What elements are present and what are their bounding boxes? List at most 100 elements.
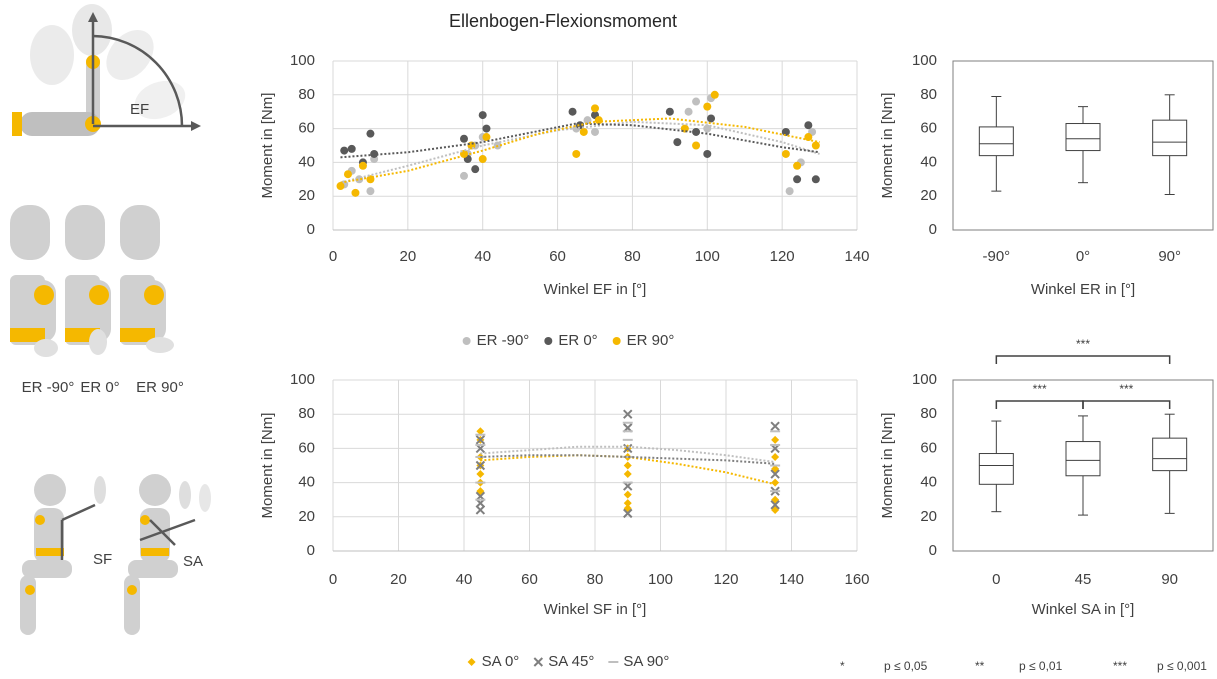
- point: [804, 133, 813, 142]
- point: [591, 104, 599, 113]
- point: [579, 127, 588, 136]
- point: [710, 90, 719, 99]
- x-tick-label: 40: [474, 248, 491, 265]
- x-tick-label: 0: [329, 571, 337, 588]
- illustration-er: ER -90° ER 0° ER 90°: [10, 205, 184, 396]
- box: [1065, 123, 1101, 152]
- point: [771, 435, 780, 444]
- sa-label: SA: [183, 553, 203, 570]
- point: [572, 149, 581, 158]
- y-tick-label: 60: [920, 120, 937, 137]
- y-tick-label: 40: [920, 474, 937, 491]
- point: [703, 124, 712, 133]
- point: [591, 127, 599, 136]
- y-tick-label: 0: [307, 542, 315, 559]
- point: [471, 165, 480, 174]
- point: [351, 188, 360, 197]
- x-tick-label: 90°: [1158, 248, 1181, 265]
- legend-label: SA 45°: [548, 653, 594, 670]
- x-tick-label: 80: [587, 571, 604, 588]
- legend-label: ER 0°: [558, 332, 597, 349]
- point: [475, 460, 486, 471]
- x-tick-label: 20: [400, 248, 417, 265]
- point: [692, 141, 701, 150]
- y-tick-label: 80: [920, 86, 937, 103]
- er-label: ER 0°: [80, 379, 119, 396]
- x-axis-title: Winkel EF in [°]: [544, 281, 647, 298]
- y-tick-label: 100: [912, 371, 937, 388]
- trend-line: [340, 122, 820, 159]
- x-tick-label: 0: [329, 248, 337, 265]
- significance-bracket: [1082, 400, 1171, 409]
- y-tick-label: 20: [298, 508, 315, 525]
- point: [793, 175, 802, 184]
- ef-label: EF: [130, 101, 149, 118]
- x-tick-label: 20: [390, 571, 407, 588]
- point: [594, 116, 603, 125]
- box: [978, 453, 1014, 485]
- significance-text: p ≤ 0,05: [884, 659, 928, 673]
- x-tick-label: 60: [549, 248, 566, 265]
- point: [366, 187, 375, 196]
- x-axis-title: Winkel SF in [°]: [544, 601, 647, 618]
- y-tick-label: 20: [920, 508, 937, 525]
- trend-line: [480, 454, 776, 486]
- point: [340, 146, 349, 155]
- significance-label: ***: [1119, 382, 1133, 396]
- plot-frame: [952, 60, 1214, 231]
- point: [692, 127, 701, 136]
- y-tick-label: 0: [929, 221, 937, 238]
- point: [482, 124, 491, 133]
- chart-title: Ellenbogen-Flexionsmoment: [449, 11, 677, 31]
- point: [770, 469, 780, 479]
- significance-bracket: [995, 400, 1084, 409]
- legend-label: SA 0°: [482, 653, 520, 670]
- point: [811, 175, 820, 184]
- point: [623, 490, 632, 499]
- box: [978, 126, 1014, 157]
- x-axis-title: Winkel ER in [°]: [1031, 281, 1135, 298]
- y-axis-title: Moment in [Nm]: [879, 93, 896, 199]
- legend-label: ER -90°: [477, 332, 530, 349]
- point: [623, 461, 632, 470]
- y-tick-label: 40: [298, 153, 315, 170]
- point: [476, 427, 485, 436]
- x-tick-label: 120: [770, 248, 795, 265]
- point: [475, 505, 486, 515]
- point: [478, 155, 487, 164]
- point: [347, 144, 356, 153]
- point: [770, 500, 780, 510]
- legend-label: SA 90°: [623, 653, 669, 670]
- x-axis-title: Winkel SA in [°]: [1032, 601, 1135, 618]
- x-tick-label: 90: [1161, 571, 1178, 588]
- legend-marker: [612, 337, 621, 345]
- significance-label: ***: [1076, 337, 1090, 351]
- y-tick-label: 0: [307, 221, 315, 238]
- point: [343, 170, 352, 179]
- box: [1152, 119, 1188, 157]
- point: [692, 97, 701, 106]
- y-axis-title: Moment in [Nm]: [259, 93, 276, 199]
- point: [478, 111, 487, 120]
- y-tick-label: 100: [290, 52, 315, 69]
- significance-symbol: ***: [1113, 659, 1127, 673]
- legend-marker: [544, 337, 553, 345]
- x-tick-label: 60: [521, 571, 538, 588]
- y-tick-label: 100: [290, 371, 315, 388]
- significance-label: ***: [1033, 382, 1047, 396]
- x-tick-label: 120: [713, 571, 738, 588]
- point: [460, 134, 468, 143]
- trend-line: [480, 445, 776, 464]
- y-tick-label: 20: [920, 187, 937, 204]
- y-tick-label: 80: [920, 405, 937, 422]
- sf-label: SF: [93, 551, 112, 568]
- legend: ER -90° ER 0° ER 90°: [462, 332, 674, 349]
- legend-marker: [533, 657, 544, 667]
- plot-frame: [952, 379, 1214, 552]
- y-tick-label: 60: [920, 439, 937, 456]
- point: [460, 171, 468, 180]
- y-tick-label: 80: [298, 86, 315, 103]
- point: [707, 114, 716, 123]
- x-tick-label: 80: [624, 248, 641, 265]
